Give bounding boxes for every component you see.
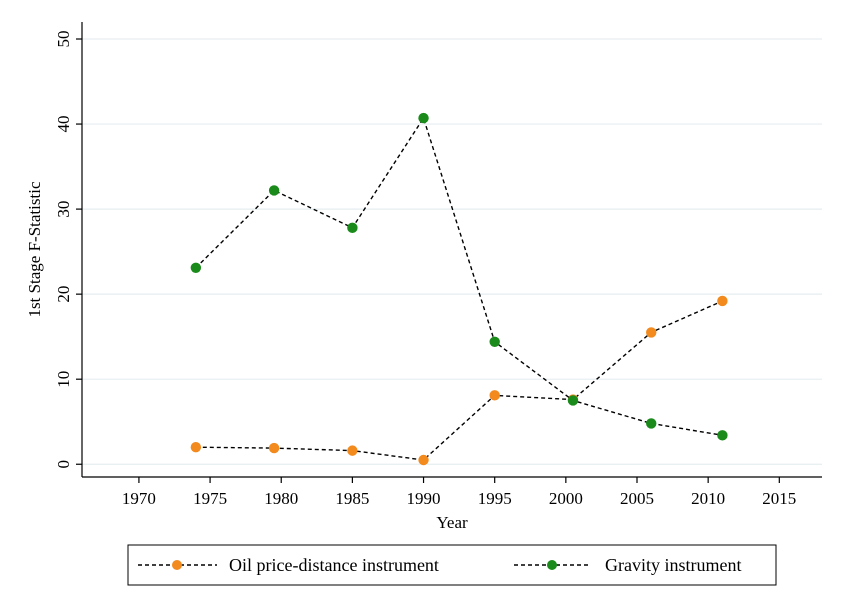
y-tick-label-30: 30	[54, 201, 73, 218]
data-point-gravity-1974	[190, 262, 202, 273]
data-point-gravity-1990	[418, 112, 429, 124]
x-tick-label-2015: 2015	[762, 489, 796, 508]
data-point-oil-1995	[489, 390, 500, 401]
x-tick-label-1990: 1990	[407, 489, 441, 508]
data-point-gravity-2011	[717, 430, 728, 441]
x-tick-label-1995: 1995	[478, 489, 512, 508]
legend-label-gravity: Gravity instrument	[605, 555, 741, 575]
series	[190, 112, 728, 466]
data-point-oil-1979.5	[268, 442, 280, 454]
y-tick-label-40: 40	[54, 116, 73, 133]
y-tick-label-10: 10	[54, 371, 73, 388]
x-tick-label-1970: 1970	[122, 489, 156, 508]
x-tick-label-1985: 1985	[335, 489, 369, 508]
x-tick-label-2005: 2005	[620, 489, 654, 508]
data-point-oil-1990	[418, 454, 429, 466]
legend-marker-oil	[172, 560, 182, 570]
x-tick-label-1975: 1975	[193, 489, 227, 508]
data-point-gravity-1985	[347, 222, 358, 234]
axes: 0 10 20 30 40 50 1970 1975 1980 1985 1990 1995 2000 2…	[54, 22, 822, 508]
x-axis-title: Year	[436, 513, 468, 532]
y-axis-title: 1st Stage F-Statistic	[25, 181, 44, 317]
data-point-gravity-2000.5	[567, 395, 579, 406]
series-line-oil	[195, 300, 723, 461]
data-point-oil-1985	[347, 445, 358, 456]
y-tick-label-0: 0	[54, 460, 73, 469]
y-tick-label-50: 50	[54, 31, 73, 48]
data-point-oil-2011	[717, 295, 728, 307]
x-tick-label-2010: 2010	[691, 489, 725, 508]
legend-label-oil: Oil price-distance instrument	[229, 555, 439, 575]
y-tick-label-20: 20	[54, 286, 73, 303]
x-tick-label-2000: 2000	[549, 489, 583, 508]
data-point-gravity-2006	[646, 418, 657, 429]
data-point-gravity-1979.5	[268, 185, 280, 196]
legend-box	[127, 544, 777, 586]
data-point-gravity-1995	[489, 336, 500, 347]
x-tick-label-1980: 1980	[264, 489, 298, 508]
data-point-oil-2006	[646, 327, 657, 338]
legend-marker-gravity	[547, 560, 557, 570]
gridlines	[82, 38, 822, 465]
series-line-gravity	[195, 116, 723, 436]
legend: Oil price-distance instrument Gravity in…	[127, 544, 777, 586]
data-point-oil-1974	[190, 442, 202, 453]
